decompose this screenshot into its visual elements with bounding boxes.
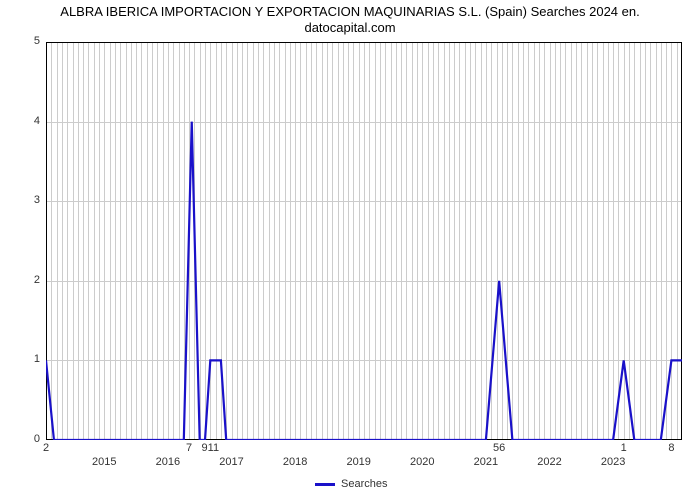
chart-title-line1: ALBRA IBERICA IMPORTACION Y EXPORTACION … [0, 4, 700, 20]
xtick-label: 2017 [219, 456, 243, 468]
xtick-label: 2022 [537, 456, 561, 468]
legend-swatch [315, 483, 335, 486]
series-value-label: 2 [43, 442, 49, 454]
series-value-label: 7 [186, 442, 192, 454]
xtick-label: 2019 [346, 456, 370, 468]
series-line [46, 42, 682, 440]
xtick-label: 2020 [410, 456, 434, 468]
xtick-label: 2018 [283, 456, 307, 468]
xtick-label: 2023 [601, 456, 625, 468]
series-value-label: 911 [202, 442, 220, 454]
series-value-label: 8 [668, 442, 674, 454]
ytick-label: 2 [22, 274, 40, 286]
xtick-label: 2021 [474, 456, 498, 468]
ytick-label: 4 [22, 115, 40, 127]
series-value-label: 1 [621, 442, 627, 454]
ytick-label: 0 [22, 433, 40, 445]
legend: Searches [315, 478, 387, 490]
xtick-label: 2016 [156, 456, 180, 468]
chart-title: ALBRA IBERICA IMPORTACION Y EXPORTACION … [0, 4, 700, 35]
series-value-label: 56 [493, 442, 505, 454]
legend-label: Searches [341, 478, 387, 490]
ytick-label: 3 [22, 194, 40, 206]
chart-title-line2: datocapital.com [0, 20, 700, 36]
ytick-label: 5 [22, 35, 40, 47]
plot-area: 0123452791156182015201620172018201920202… [46, 42, 682, 440]
ytick-label: 1 [22, 353, 40, 365]
xtick-label: 2015 [92, 456, 116, 468]
